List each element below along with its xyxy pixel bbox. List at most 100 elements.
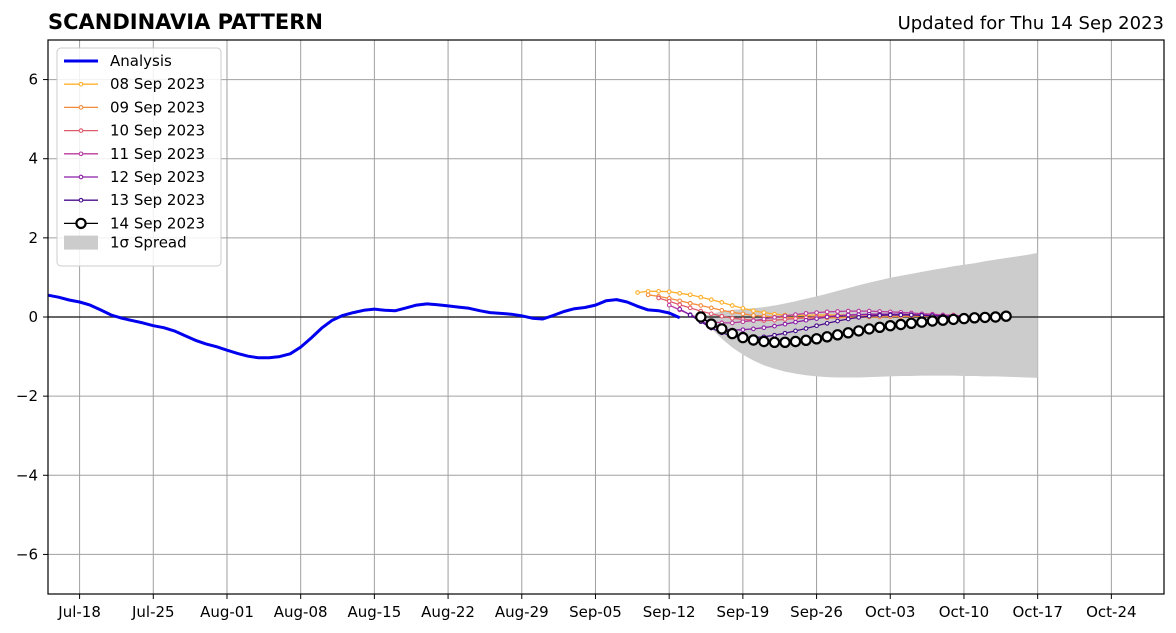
x-tick-label: Oct-10 bbox=[939, 603, 989, 621]
forecast-point bbox=[698, 303, 704, 308]
forecast-point bbox=[782, 313, 788, 319]
forecast-point bbox=[740, 327, 746, 333]
forecast-point bbox=[803, 326, 809, 331]
forecast-point bbox=[779, 336, 791, 348]
y-tick-label: −4 bbox=[16, 466, 38, 484]
y-tick-label: 0 bbox=[28, 308, 38, 326]
legend-label-spread: 1σ Spread bbox=[110, 234, 187, 252]
x-tick-label: Sep-05 bbox=[569, 603, 622, 621]
forecast-point bbox=[666, 298, 672, 304]
legend-swatch-marker bbox=[75, 217, 87, 230]
forecast-point bbox=[656, 295, 661, 301]
legend-swatch-marker bbox=[78, 105, 84, 110]
x-tick-label: Oct-17 bbox=[1012, 603, 1062, 621]
forecast-point bbox=[772, 323, 777, 329]
y-tick-label: −6 bbox=[16, 545, 38, 563]
forecast-point bbox=[708, 305, 714, 311]
forecast-point bbox=[800, 334, 812, 346]
forecast-point bbox=[831, 329, 844, 341]
forecast-point bbox=[687, 300, 693, 306]
forecast-point bbox=[835, 318, 840, 324]
forecast-point bbox=[758, 335, 770, 348]
x-tick-label: Sep-19 bbox=[716, 603, 769, 621]
forecast-point bbox=[824, 314, 830, 320]
x-tick-label: Aug-15 bbox=[347, 603, 401, 621]
forecast-point bbox=[782, 330, 788, 336]
forecast-point bbox=[905, 317, 918, 329]
x-tick-label: Aug-08 bbox=[274, 603, 328, 621]
forecast-point bbox=[677, 290, 683, 296]
forecast-point bbox=[887, 312, 893, 318]
forecast-point bbox=[695, 311, 707, 323]
forecast-point bbox=[740, 311, 746, 317]
legend-label-forecast: 14 Sep 2023 bbox=[110, 214, 205, 232]
legend-label-forecast: 10 Sep 2023 bbox=[110, 122, 205, 140]
chart-title: SCANDINAVIA PATTERN bbox=[48, 10, 323, 34]
forecast-point bbox=[814, 310, 819, 315]
forecast-point bbox=[937, 314, 949, 326]
forecast-point bbox=[835, 313, 840, 319]
forecast-point bbox=[845, 316, 851, 322]
plot-area: −6 −4 −2 0 2 4 6 Jul-18 Jul-25 Aug-01 Aug-08 Aug-15… bbox=[16, 39, 1165, 621]
forecast-point bbox=[877, 313, 883, 318]
forecast-point bbox=[656, 288, 661, 294]
forecast-point bbox=[705, 318, 718, 330]
legend-label-forecast: 11 Sep 2023 bbox=[110, 145, 205, 163]
forecast-point bbox=[716, 323, 728, 335]
legend-label-forecast: 12 Sep 2023 bbox=[110, 168, 205, 186]
forecast-point bbox=[895, 318, 907, 331]
forecast-point bbox=[845, 308, 851, 314]
forecast-point bbox=[866, 313, 872, 319]
forecast-point bbox=[645, 292, 651, 298]
forecast-point bbox=[793, 319, 798, 325]
forecast-point bbox=[814, 323, 819, 329]
forecast-point bbox=[803, 311, 809, 316]
forecast-point bbox=[729, 320, 735, 326]
forecast-point bbox=[677, 306, 683, 312]
legend-swatch-marker bbox=[78, 151, 84, 157]
forecast-point bbox=[947, 313, 960, 326]
x-tick-label: Oct-24 bbox=[1086, 603, 1136, 621]
forecast-point bbox=[751, 326, 756, 332]
forecast-point bbox=[687, 305, 693, 311]
forecast-point bbox=[853, 325, 865, 337]
legend-label-analysis: Analysis bbox=[110, 52, 172, 70]
forecast-point bbox=[793, 328, 798, 334]
forecast-point bbox=[708, 297, 714, 302]
x-tick-label: Aug-22 bbox=[421, 603, 475, 621]
forecast-point bbox=[687, 292, 693, 298]
forecast-point bbox=[884, 320, 897, 332]
forecast-point bbox=[845, 312, 851, 318]
analysis-line bbox=[47, 293, 681, 360]
forecast-point bbox=[687, 312, 693, 318]
forecast-point bbox=[772, 315, 777, 320]
forecast-point bbox=[1000, 310, 1012, 322]
forecast-point bbox=[979, 311, 991, 324]
forecast-point bbox=[677, 302, 683, 308]
forecast-point bbox=[666, 302, 672, 308]
forecast-point bbox=[803, 317, 809, 323]
forecast-point bbox=[821, 331, 833, 343]
forecast-point bbox=[761, 316, 767, 322]
forecast-point bbox=[761, 325, 767, 331]
forecast-point bbox=[814, 316, 819, 321]
forecast-point bbox=[768, 336, 781, 348]
forecast-point bbox=[751, 308, 756, 314]
x-tick-label: Aug-01 bbox=[200, 603, 254, 621]
legend-swatch-marker bbox=[78, 128, 84, 133]
forecast-point bbox=[729, 303, 735, 308]
forecast-point bbox=[824, 320, 830, 326]
forecast-point bbox=[719, 307, 725, 313]
forecast-point bbox=[789, 335, 802, 348]
forecast-point bbox=[737, 331, 749, 344]
forecast-point bbox=[898, 312, 904, 318]
x-tick-label: Aug-29 bbox=[495, 603, 549, 621]
forecast-point bbox=[926, 315, 939, 327]
forecast-point bbox=[793, 312, 798, 317]
forecast-point bbox=[842, 327, 854, 339]
forecast-point bbox=[698, 294, 704, 300]
forecast-point bbox=[874, 321, 886, 333]
forecast-point bbox=[677, 298, 683, 304]
y-tick-label: 2 bbox=[28, 229, 38, 247]
